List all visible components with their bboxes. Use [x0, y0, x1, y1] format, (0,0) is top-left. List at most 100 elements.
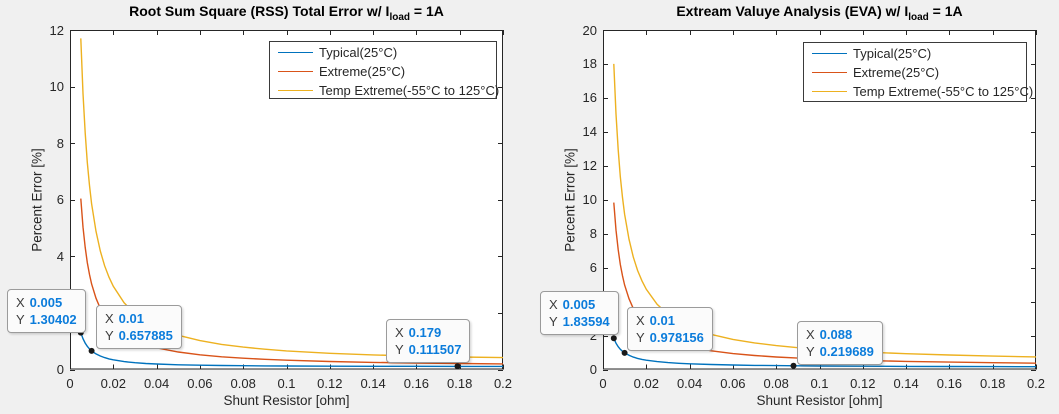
- x-tick-label: 0.02: [100, 375, 126, 391]
- y-tick-label: 10: [49, 79, 64, 95]
- y-tick-label: 14: [582, 124, 597, 140]
- x-tick-label: 0.2: [1026, 375, 1046, 391]
- datatip-axis-letter: X: [105, 311, 114, 326]
- extreme-line-swatch: [812, 72, 847, 73]
- x-tick-label: 0.14: [360, 375, 386, 391]
- x-tick-label: 0.2: [493, 375, 513, 391]
- rss-y-axis-label: Percent Error [%]: [29, 148, 45, 252]
- x-tick-label: 0.08: [763, 375, 789, 391]
- datatip-value: 0.005: [562, 297, 596, 312]
- legend-label: Typical(25°C): [853, 46, 932, 61]
- x-tick-label: 0.12: [317, 375, 343, 391]
- x-tick-label: 0.18: [980, 375, 1006, 391]
- legend-label: Temp Extreme(-55°C to 125°C): [853, 84, 1034, 99]
- datatip-value: 0.111507: [408, 342, 462, 357]
- datatip-axis-letter: Y: [636, 330, 645, 345]
- datatip-value: 1.30402: [29, 312, 77, 327]
- rss-datatip-1[interactable]: X 0.01 Y 0.657885: [96, 305, 182, 349]
- x-tick-label: 0.06: [720, 375, 746, 391]
- datatip-axis-letter: X: [636, 313, 645, 328]
- legend-label: Extreme(25°C): [319, 64, 406, 79]
- datatip-value: 0.005: [29, 295, 63, 310]
- eva-x-axis-label: Shunt Resistor [ohm]: [756, 393, 883, 408]
- temp-extreme-line-swatch: [278, 90, 313, 91]
- y-tick-label: 10: [582, 192, 597, 208]
- typical-line-swatch: [278, 52, 313, 53]
- y-tick-label: 8: [56, 135, 64, 151]
- eva-datatip-1[interactable]: X 0.01 Y 0.978156: [627, 307, 713, 351]
- datatip-value: 1.83594: [562, 314, 610, 329]
- datatip-value: 0.219689: [819, 344, 874, 359]
- temp-extreme-line-swatch: [812, 91, 847, 92]
- y-tick-label: 2: [589, 328, 597, 344]
- legend-item-typical: Typical(25°C): [804, 44, 1026, 63]
- datatip-axis-letter: X: [16, 295, 25, 310]
- x-tick-label: 0.02: [633, 375, 659, 391]
- datatip-value: 0.01: [118, 311, 144, 326]
- rss-plot-title: Root Sum Square (RSS) Total Error w/ Ilo…: [70, 3, 503, 23]
- x-tick-label: 0.12: [850, 375, 876, 391]
- eva-y-axis-label: Percent Error [%]: [562, 148, 578, 252]
- rss-datatip-0[interactable]: X 0.005 Y 1.30402: [7, 289, 86, 333]
- x-tick-label: 0.04: [676, 375, 703, 391]
- x-tick-label: 0: [66, 375, 74, 391]
- eva-title-text: Extream Valuye Analysis (EVA) w/ I: [676, 3, 909, 19]
- extreme-line-swatch: [278, 71, 313, 72]
- datatip-axis-letter: X: [549, 297, 558, 312]
- datatip-marker[interactable]: [790, 362, 797, 369]
- rss-legend[interactable]: Typical(25°C) Extreme(25°C) Temp Extreme…: [269, 41, 500, 100]
- rss-title-subscript: load: [389, 12, 411, 23]
- typical-line-swatch: [812, 53, 847, 54]
- y-tick-label: 6: [589, 260, 597, 276]
- x-tick-label: 0.04: [143, 375, 170, 391]
- datatip-value: 0.088: [819, 327, 853, 342]
- eva-datatip-2[interactable]: X 0.088 Y 0.219689: [797, 321, 883, 365]
- rss-datatip-2[interactable]: X 0.179 Y 0.111507: [386, 319, 471, 363]
- rss-x-axis-label: Shunt Resistor [ohm]: [223, 393, 350, 408]
- datatip-axis-letter: X: [395, 325, 404, 340]
- y-tick-label: 12: [582, 158, 597, 174]
- datatip-marker[interactable]: [454, 363, 461, 370]
- tick-marks: [603, 30, 1037, 371]
- eva-datatip-0[interactable]: X 0.005 Y 1.83594: [540, 291, 619, 335]
- rss-title-suffix: = 1A: [410, 3, 444, 19]
- datatip-value: 0.179: [408, 325, 442, 340]
- datatip-value: 0.978156: [649, 330, 704, 345]
- legend-item-temp-extreme: Temp Extreme(-55°C to 125°C): [270, 81, 500, 100]
- x-tick-label: 0.18: [447, 375, 473, 391]
- x-tick-label: 0.14: [893, 375, 919, 391]
- legend-item-extreme: Extreme(25°C): [804, 63, 1026, 82]
- legend-label: Extreme(25°C): [853, 65, 940, 80]
- legend-label: Temp Extreme(-55°C to 125°C): [319, 83, 500, 98]
- y-tick-label: 6: [56, 192, 64, 208]
- legend-item-temp-extreme: Temp Extreme(-55°C to 125°C): [804, 82, 1033, 101]
- x-tick-label: 0.1: [810, 375, 829, 391]
- legend-item-typical: Typical(25°C): [270, 43, 496, 62]
- y-tick-label: 12: [49, 22, 64, 38]
- legend-item-extreme: Extreme(25°C): [270, 62, 496, 81]
- x-tick-label: 0.16: [403, 375, 430, 391]
- datatip-axis-letter: Y: [549, 314, 558, 329]
- x-tick-label: 0.08: [230, 375, 256, 391]
- legend-label: Typical(25°C): [319, 45, 398, 60]
- x-tick-label: 0.06: [187, 375, 213, 391]
- y-tick-label: 0: [56, 362, 64, 377]
- datatip-axis-letter: Y: [105, 328, 114, 343]
- datatip-marker[interactable]: [610, 335, 617, 342]
- eva-title-subscript: load: [908, 12, 929, 23]
- y-tick-label: 4: [56, 248, 64, 264]
- eva-title-suffix: = 1A: [928, 3, 963, 19]
- x-tick-label: 0.1: [277, 375, 296, 391]
- y-tick-label: 8: [589, 226, 597, 242]
- datatip-marker[interactable]: [88, 347, 95, 354]
- x-tick-label: 0: [599, 375, 607, 391]
- datatip-axis-letter: Y: [806, 344, 815, 359]
- datatip-axis-letter: Y: [395, 342, 404, 357]
- datatip-axis-letter: Y: [16, 312, 25, 327]
- datatip-marker[interactable]: [621, 349, 628, 356]
- eva-plot-title: Extream Valuye Analysis (EVA) w/ Iload =…: [603, 3, 1036, 23]
- eva-legend[interactable]: Typical(25°C) Extreme(25°C) Temp Extreme…: [803, 42, 1033, 102]
- datatip-axis-letter: X: [806, 327, 815, 342]
- y-tick-label: 0: [589, 362, 597, 377]
